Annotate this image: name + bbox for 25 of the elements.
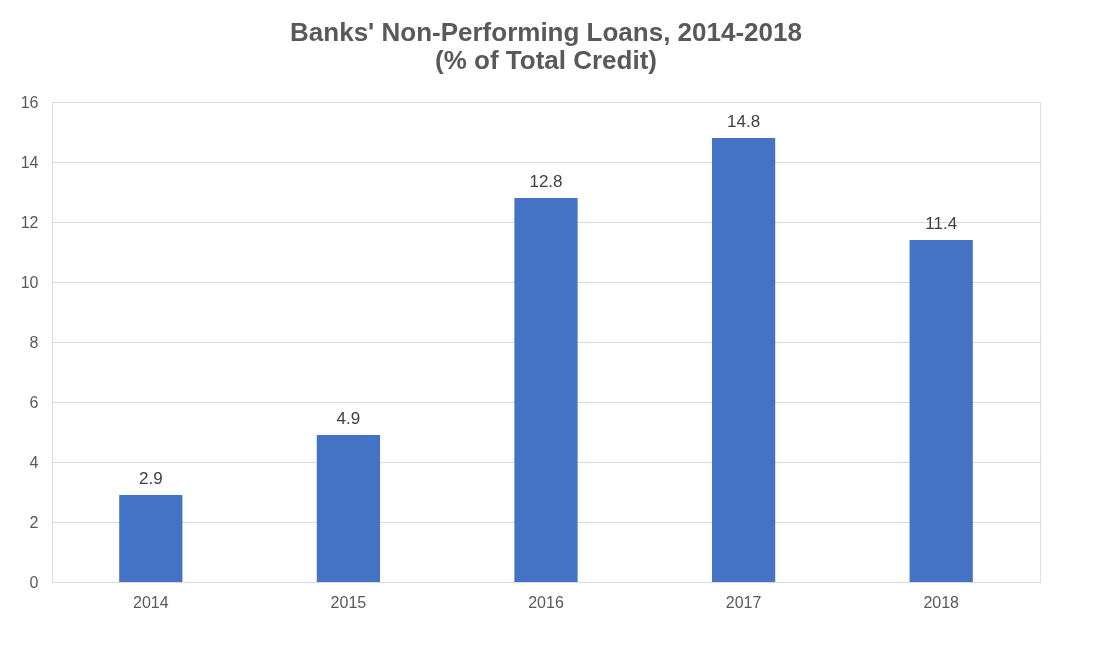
y-tick-label: 0 [29,573,39,591]
bar [119,495,183,582]
bar [909,240,973,582]
y-tick-label: 10 [20,273,39,291]
data-label: 14.8 [727,112,761,131]
data-label: 2.9 [138,469,163,488]
y-tick-label: 8 [29,333,39,351]
y-tick-label: 16 [20,93,39,111]
bar [711,138,776,582]
chart-title: Banks' Non-Performing Loans, 2014-2018 (% of Total Credit) [290,17,802,75]
data-label: 11.4 [925,214,958,233]
y-tick-label: 14 [20,153,39,171]
x-tick-label: 2016 [528,593,564,611]
bar [514,198,578,582]
y-tick-label: 6 [29,393,39,411]
x-tick-label: 2017 [725,593,762,611]
y-tick-label: 4 [29,453,39,471]
data-label: 12.8 [529,172,563,191]
x-tick-label: 2014 [133,593,169,611]
y-tick-label: 12 [20,213,39,231]
x-tick-label: 2015 [330,593,367,611]
x-tick-label: 2018 [923,593,960,611]
bar [316,435,381,582]
y-tick-label: 2 [29,513,39,531]
data-label: 4.9 [336,409,361,428]
